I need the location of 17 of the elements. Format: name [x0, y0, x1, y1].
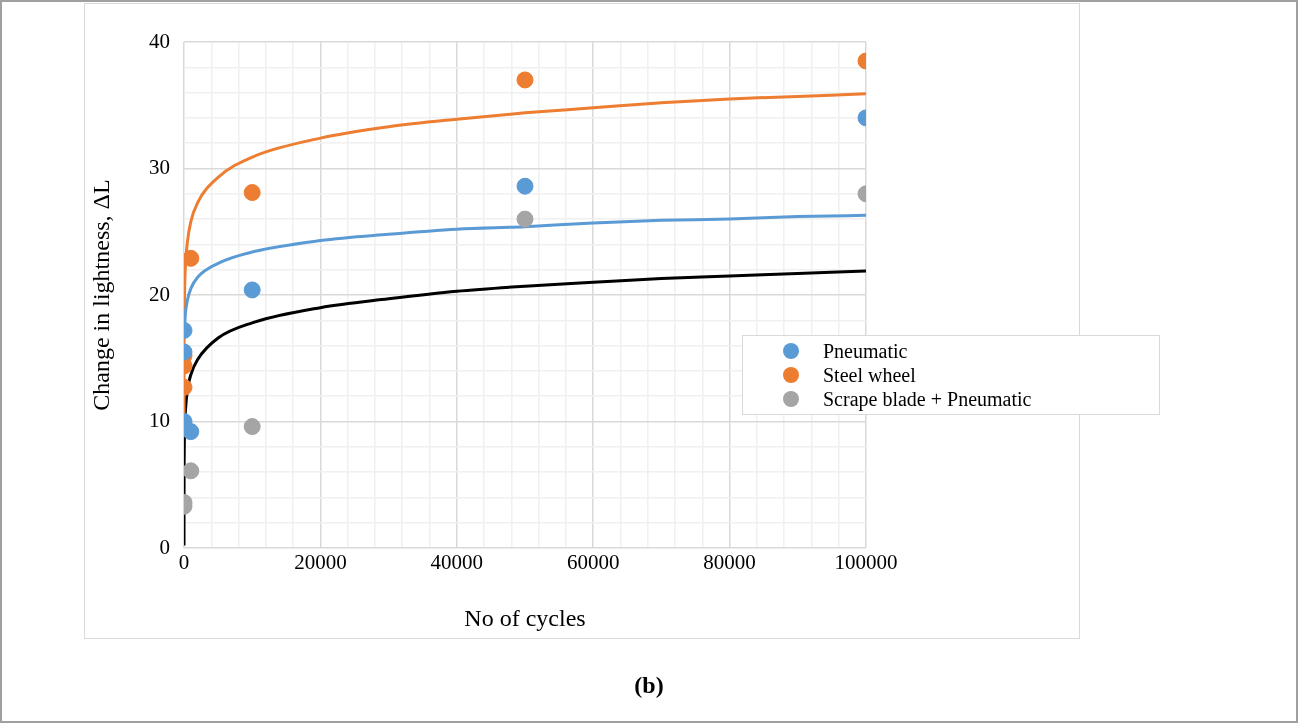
legend-label: Steel wheel	[823, 363, 916, 387]
y-tick-label: 20	[149, 281, 170, 306]
x-axis-title: No of cycles	[464, 604, 586, 631]
legend-label: Pneumatic	[823, 339, 908, 363]
text: (b)	[633, 672, 665, 699]
x-tick-label: 60000	[566, 550, 620, 575]
legend-label: Scrape blade + Pneumatic	[823, 387, 1032, 411]
y-tick-label: 10	[149, 408, 170, 433]
y-axis-title: Change in lightness, ΔL	[87, 179, 114, 411]
y-tick-label: 0	[159, 534, 170, 559]
x-tick-label: 0	[178, 550, 190, 575]
y-tick-label: 30	[149, 155, 170, 180]
y-tick-label: 40	[149, 28, 170, 53]
x-tick-label: 20000	[294, 550, 347, 575]
x-tick-label: 100000	[834, 550, 898, 575]
x-tick-label: 80000	[703, 550, 756, 575]
x-tick-label: 40000	[430, 550, 484, 575]
